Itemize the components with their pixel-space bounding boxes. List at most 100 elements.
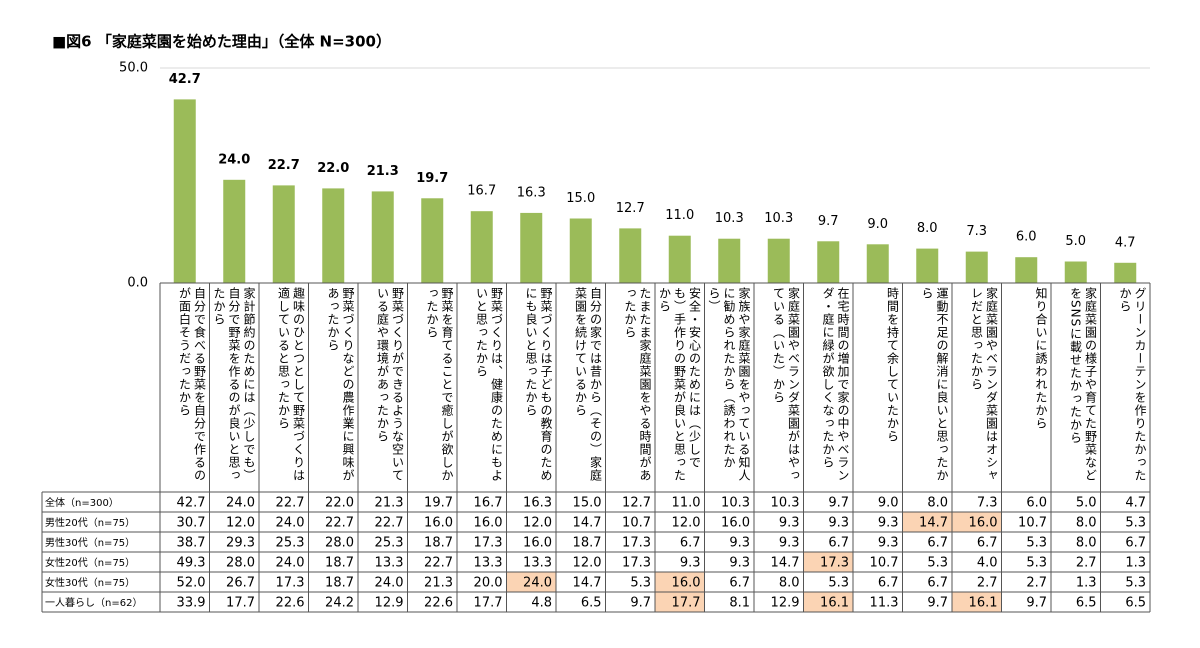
table-cell: 20.0 (474, 576, 503, 591)
row-label: 女性20代（n=75） (45, 556, 135, 569)
category-label: 家庭菜園の様子や育てた野菜などをSNSに載せたかったから (1068, 287, 1098, 482)
table-cell: 28.0 (226, 556, 255, 571)
row-label: 男性30代（n=75） (45, 536, 135, 549)
table-cell: 29.3 (226, 536, 255, 551)
category-label: 家族や家庭菜園をやっている知人に勧められたから（誘われたから） (707, 287, 752, 482)
table-cell: 13.3 (474, 556, 503, 571)
table-cell: 2.7 (977, 576, 998, 591)
table-cell: 17.7 (474, 596, 503, 611)
highlight-cell (655, 572, 705, 592)
table-cell: 9.0 (878, 496, 899, 511)
table-cell: 5.3 (927, 556, 948, 571)
value-label: 10.3 (715, 211, 744, 226)
table-cell: 2.7 (1076, 556, 1097, 571)
table-cell: 9.3 (729, 556, 750, 571)
category-label: 野菜を育てることで癒しが欲しかったから (425, 287, 454, 482)
table-cell: 17.3 (622, 536, 651, 551)
bar (619, 228, 642, 283)
table-cell: 6.7 (828, 536, 849, 551)
table-cell: 42.7 (177, 496, 206, 511)
table-cell: 4.7 (1125, 496, 1146, 511)
row-label: 全体（n=300） (45, 496, 119, 509)
row-label: 一人暮らし（n=62） (45, 596, 142, 609)
table-cell: 38.7 (177, 536, 206, 551)
category-label: 野菜づくりは子どもの教育のためにも良いと思ったから (524, 287, 553, 482)
highlight-cell (803, 552, 853, 572)
table-cell: 22.7 (276, 496, 305, 511)
highlight-cell (506, 572, 556, 592)
table-cell: 6.7 (977, 536, 998, 551)
table-cell: 5.3 (1125, 576, 1146, 591)
table-cell: 12.0 (226, 516, 255, 531)
category-label: 自分の家では昔から（その）家庭菜園を続けているから (573, 287, 603, 482)
value-label: 21.3 (367, 164, 399, 179)
table-cell: 30.7 (177, 516, 206, 531)
table-cell: 6.7 (878, 576, 899, 591)
table-cell: 16.0 (672, 576, 701, 591)
table-cell: 16.0 (424, 516, 453, 531)
table-cell: 16.1 (820, 596, 849, 611)
bar (916, 248, 939, 283)
bar (866, 244, 889, 283)
table-cell: 18.7 (325, 576, 354, 591)
highlight-cell (655, 592, 705, 612)
table-cell: 22.7 (325, 516, 354, 531)
table-cell: 17.3 (622, 556, 651, 571)
table-cell: 6.5 (1076, 596, 1097, 611)
table-cell: 14.7 (573, 576, 602, 591)
value-label: 19.7 (416, 171, 448, 186)
table-cell: 8.0 (1076, 536, 1097, 551)
table-cell: 17.3 (276, 576, 305, 591)
table-cell: 9.7 (828, 496, 849, 511)
table-cell: 9.3 (878, 516, 899, 531)
table-cell: 5.3 (630, 576, 651, 591)
table-cell: 9.7 (927, 596, 948, 611)
value-label: 5.0 (1065, 234, 1086, 249)
bar (371, 191, 394, 283)
table-cell: 18.7 (424, 536, 453, 551)
bar (223, 179, 246, 283)
table-cell: 26.7 (226, 576, 255, 591)
bar (1015, 257, 1038, 283)
table-cell: 16.0 (474, 516, 503, 531)
table-cell: 14.7 (919, 516, 948, 531)
table-cell: 6.7 (1125, 536, 1146, 551)
table-cell: 9.3 (779, 516, 800, 531)
table-cell: 10.3 (771, 496, 800, 511)
table-cell: 10.3 (721, 496, 750, 511)
bar (520, 212, 543, 283)
table-cell: 6.7 (927, 576, 948, 591)
table-cell: 9.3 (828, 516, 849, 531)
table-cell: 14.7 (573, 516, 602, 531)
table-cell: 18.7 (325, 556, 354, 571)
table-cell: 49.3 (177, 556, 206, 571)
table-cell: 17.3 (474, 536, 503, 551)
table-cell: 17.3 (820, 556, 849, 571)
table-cell: 9.7 (1026, 596, 1047, 611)
bar (569, 218, 592, 283)
category-label: 家庭菜園やベランダ菜園はオシャレだと思ったから (969, 287, 999, 482)
table-cell: 8.0 (927, 496, 948, 511)
table-cell: 9.3 (878, 536, 899, 551)
table-cell: 18.7 (573, 536, 602, 551)
table-cell: 24.0 (276, 556, 305, 571)
table-cell: 22.7 (375, 516, 404, 531)
table-cell: 16.0 (721, 516, 750, 531)
value-label: 10.3 (764, 211, 793, 226)
table-cell: 22.7 (424, 556, 453, 571)
category-label: 家庭菜園やベランダ菜園がはやっている（いた）から (771, 287, 801, 482)
table-cell: 33.9 (177, 596, 206, 611)
category-label: 趣味のひとつとして野菜づくりは適していると思ったから (276, 287, 306, 482)
table-cell: 28.0 (325, 536, 354, 551)
value-label: 16.7 (467, 184, 496, 199)
table-cell: 11.0 (672, 496, 701, 511)
category-label: 時間を持て余していたから (885, 287, 900, 443)
table-cell: 24.0 (226, 496, 255, 511)
table-cell: 5.3 (1026, 556, 1047, 571)
value-label: 22.7 (268, 158, 300, 173)
table-cell: 25.3 (375, 536, 404, 551)
table-cell: 5.0 (1076, 496, 1097, 511)
table-cell: 1.3 (1125, 556, 1146, 571)
table-cell: 12.9 (375, 596, 404, 611)
